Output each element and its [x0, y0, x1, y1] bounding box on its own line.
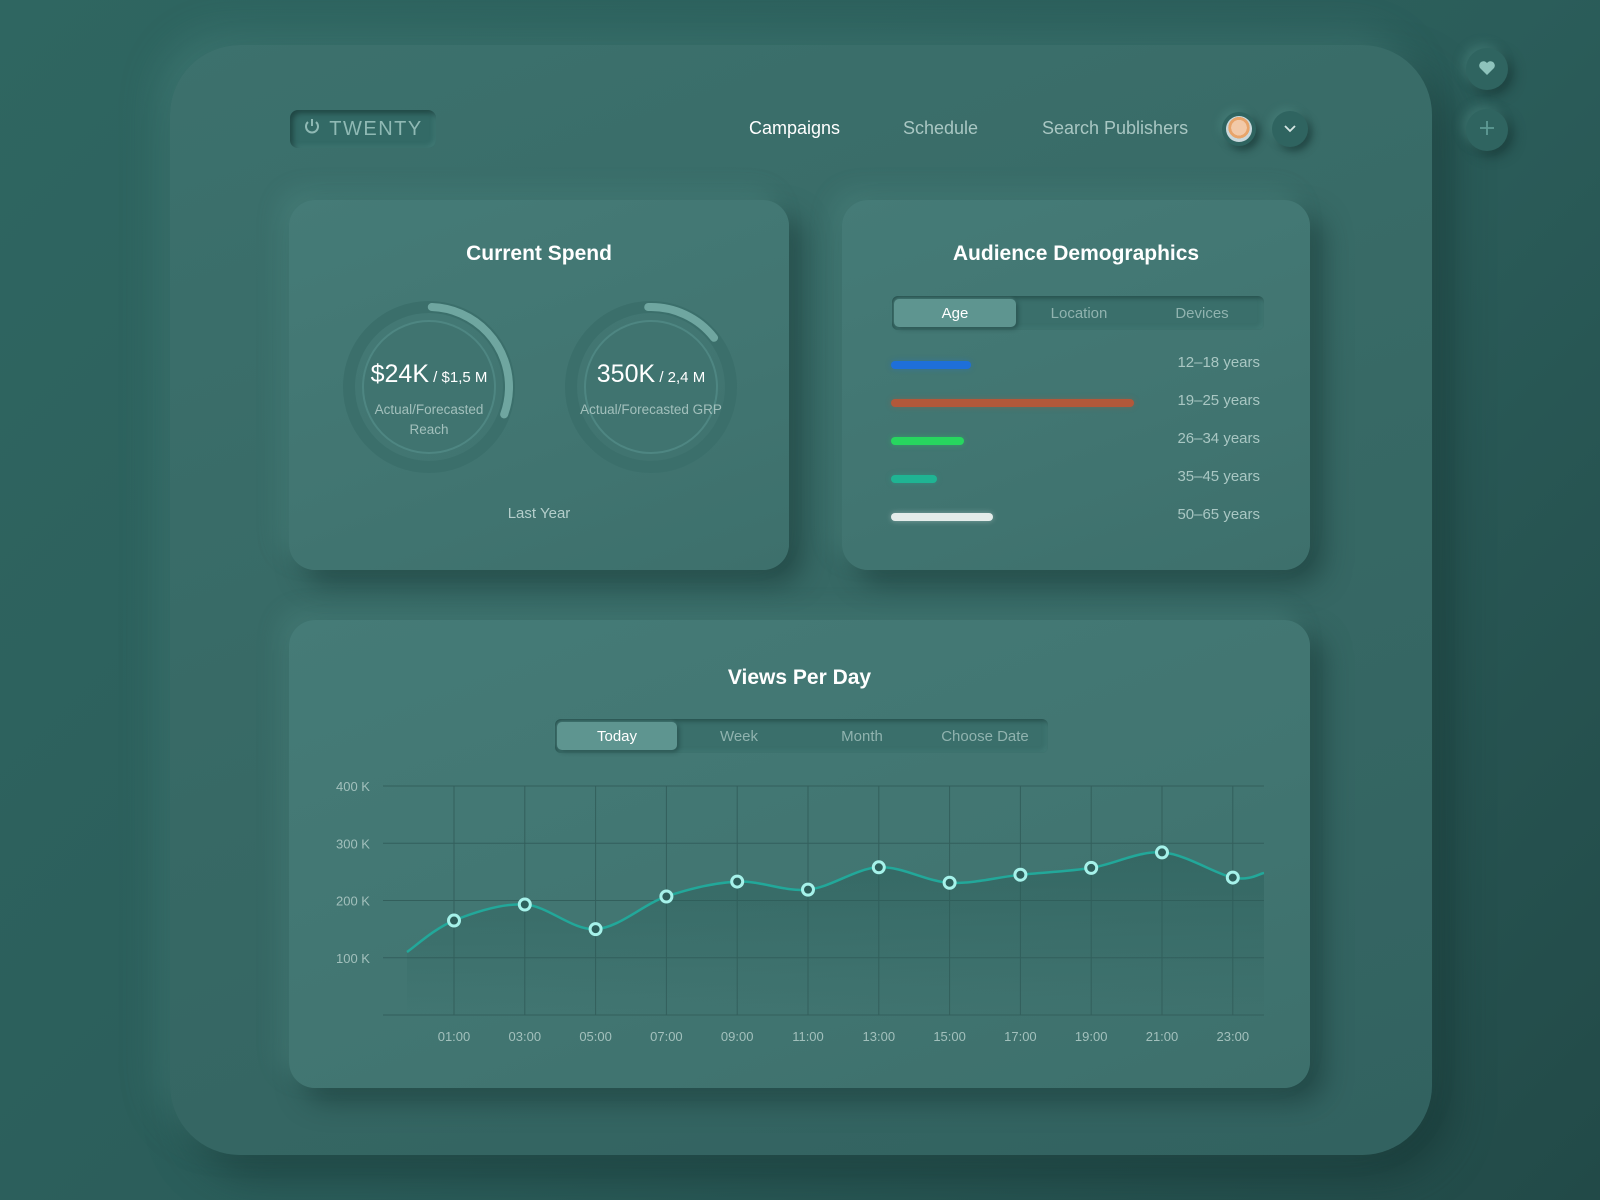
- account-menu-button[interactable]: [1272, 111, 1308, 147]
- tab-today[interactable]: Today: [557, 722, 677, 750]
- tab-devices[interactable]: Devices: [1175, 304, 1229, 322]
- reach-gauge: $24K / $1,5 M Actual/Forecasted Reach: [336, 294, 522, 480]
- tab-month[interactable]: Month: [841, 727, 883, 745]
- avatar-image: [1226, 116, 1252, 142]
- reach-total: / $1,5 M: [429, 369, 488, 386]
- grp-gauge: 350K / 2,4 M Actual/Forecasted GRP: [558, 294, 744, 480]
- views-title: Views Per Day: [727, 666, 872, 689]
- user-avatar[interactable]: [1222, 112, 1256, 146]
- tab-location[interactable]: Location: [1050, 304, 1108, 322]
- age-label: 50–65 years: [1177, 506, 1260, 523]
- plus-icon: [1478, 117, 1496, 143]
- age-bar: [891, 513, 993, 521]
- power-icon: [303, 117, 321, 141]
- reach-label: Actual/Forecasted Reach: [374, 402, 484, 437]
- age-bar: [891, 437, 964, 445]
- heart-icon: [1478, 56, 1496, 82]
- tab-choose-date[interactable]: Choose Date: [941, 727, 1029, 745]
- views-period-tabs: Today Week Month Choose Date: [555, 719, 1048, 753]
- tab-week[interactable]: Week: [719, 727, 759, 745]
- age-label: 35–45 years: [1177, 468, 1260, 485]
- views-per-day-card: Views Per Day: [289, 620, 1310, 1088]
- audience-demographics-card: Audience Demographics: [842, 200, 1310, 570]
- reach-value-line: $24K / $1,5 M: [336, 360, 522, 389]
- current-spend-title: Current Spend: [466, 242, 612, 265]
- grp-value-line: 350K / 2,4 M: [558, 360, 744, 389]
- period-label: Last Year: [507, 505, 571, 522]
- age-bar: [891, 399, 1134, 407]
- nav-schedule[interactable]: Schedule: [903, 118, 979, 138]
- age-bar: [891, 475, 937, 483]
- brand-name: TWENTY: [329, 117, 423, 140]
- brand-logo[interactable]: TWENTY: [290, 110, 436, 148]
- age-label: 19–25 years: [1177, 392, 1260, 409]
- grp-value: 350K: [596, 360, 656, 388]
- tab-age[interactable]: Age: [894, 299, 1016, 327]
- nav-campaigns[interactable]: Campaigns: [749, 118, 841, 138]
- age-bar: [891, 361, 971, 369]
- reach-value: $24K: [370, 360, 430, 388]
- add-button[interactable]: [1466, 109, 1508, 151]
- nav-search-publishers[interactable]: Search Publishers: [1042, 118, 1189, 138]
- age-label: 12–18 years: [1177, 354, 1260, 371]
- age-label: 26–34 years: [1177, 430, 1260, 447]
- grp-total: / 2,4 M: [655, 369, 706, 386]
- reach-progress-arc: [345, 303, 513, 471]
- grp-progress-arc: [567, 303, 735, 471]
- chevron-down-icon: [1284, 120, 1296, 138]
- demographics-title: Audience Demographics: [952, 242, 1200, 265]
- grp-label: Actual/Forecasted GRP: [580, 402, 722, 417]
- demographics-tabs: Age Location Devices: [892, 296, 1264, 330]
- favorite-button[interactable]: [1466, 48, 1508, 90]
